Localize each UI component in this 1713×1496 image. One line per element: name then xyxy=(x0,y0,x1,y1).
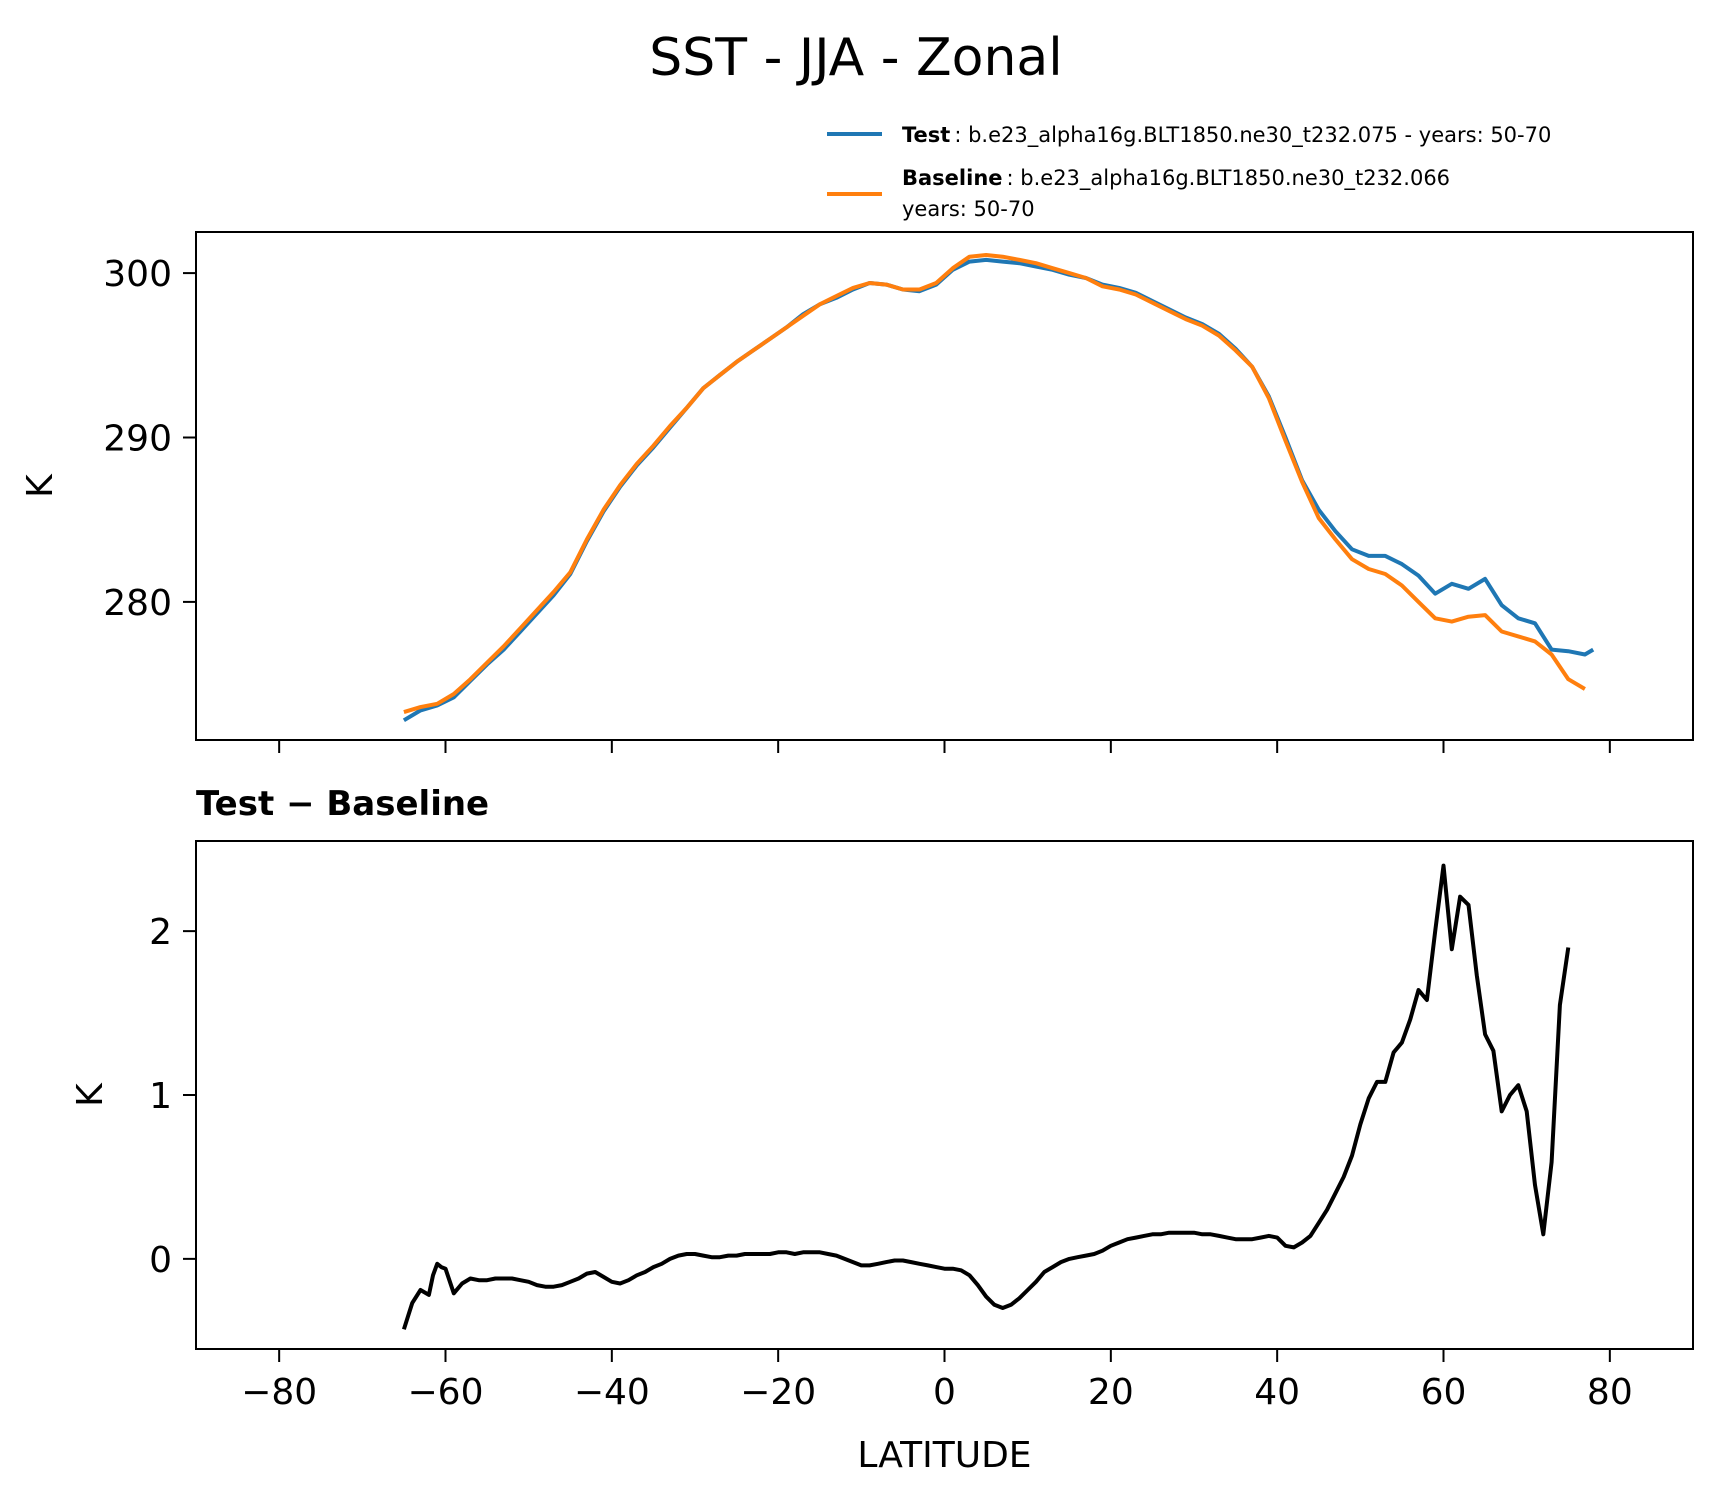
legend-baseline-entry: Baseline: b.e23_alpha16g.BLT1850.ne30_t2… xyxy=(902,166,1450,191)
diff-panel-title: Test − Baseline xyxy=(196,784,489,824)
legend-baseline-text2: years: 50-70 xyxy=(902,197,1035,221)
x-tick-label: 60 xyxy=(1421,1372,1467,1413)
diff-axes-frame xyxy=(195,840,1694,1350)
top-axes-frame xyxy=(195,231,1694,741)
x-tick-label: −40 xyxy=(574,1372,650,1413)
x-tick-label: −60 xyxy=(408,1372,484,1413)
legend-test-label: Test xyxy=(902,123,950,147)
x-axis-label: LATITUDE xyxy=(857,1435,1031,1476)
legend-baseline-text: : b.e23_alpha16g.BLT1850.ne30_t232.066 xyxy=(1007,166,1451,191)
series-line-test xyxy=(402,257,1595,723)
x-tick-label: 0 xyxy=(933,1372,956,1413)
diff-y-tick-label: 1 xyxy=(149,1076,172,1117)
top-y-axis-label: K xyxy=(20,473,61,498)
top-y-tick-label: 300 xyxy=(103,254,172,295)
top-panel: 280 290 300 K xyxy=(20,231,1694,753)
x-tick-label: 40 xyxy=(1254,1372,1300,1413)
legend-baseline-label: Baseline xyxy=(902,166,1003,190)
series-line-baseline xyxy=(403,253,1586,715)
bottom-panel: −80 −60 −40 −20 0 20 40 60 80 0 1 2 K LATITUDE xyxy=(70,840,1694,1476)
x-tick-label: 20 xyxy=(1088,1372,1134,1413)
legend-test-text: : b.e23_alpha16g.BLT1850.ne30_t232.075 -… xyxy=(954,123,1551,148)
diff-y-axis-label: K xyxy=(70,1082,111,1107)
x-tick-label: 80 xyxy=(1587,1372,1633,1413)
top-y-tick-label: 290 xyxy=(103,419,172,460)
figure-title: SST - JJA - Zonal xyxy=(649,28,1062,88)
legend-test-entry: Test: b.e23_alpha16g.BLT1850.ne30_t232.0… xyxy=(902,123,1551,148)
diff-y-tick-label: 0 xyxy=(149,1240,172,1281)
x-tick-label: −20 xyxy=(740,1372,816,1413)
x-tick-label: −80 xyxy=(241,1372,317,1413)
legend: Test: b.e23_alpha16g.BLT1850.ne30_t232.0… xyxy=(827,123,1551,221)
diff-y-tick-label: 2 xyxy=(149,912,172,953)
series-line-test-baseline xyxy=(401,863,1571,1330)
top-y-tick-label: 280 xyxy=(103,583,172,624)
